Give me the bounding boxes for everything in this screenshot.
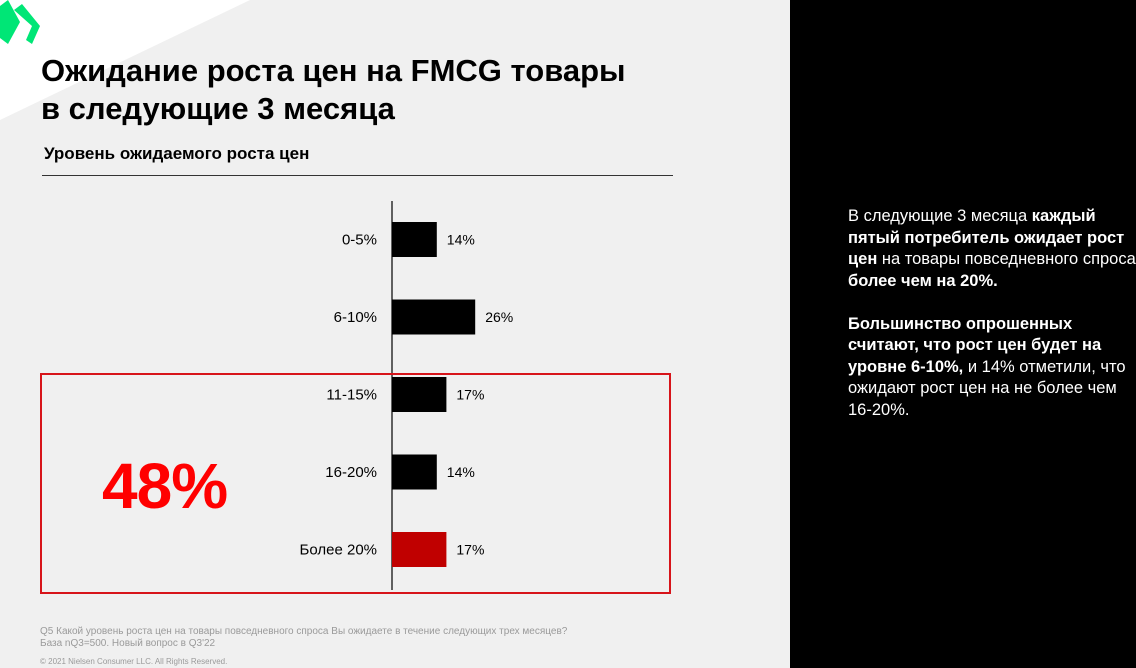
- insight-p1-segment: более чем на 20%.: [848, 271, 998, 290]
- bar-2: [392, 299, 476, 335]
- nielsen-chevron-logo-icon: [0, 0, 40, 44]
- insight-p2-segment: Большинство опрошенных считают, что рост…: [848, 314, 1102, 376]
- insight-paragraph-2: Большинство опрошенных считают, что рост…: [848, 314, 1136, 422]
- footnote: Q5 Какой уровень роста цен на товары пов…: [40, 626, 567, 650]
- page-title-line-1: Ожидание роста цен на FMCG товары: [41, 53, 626, 88]
- insight-p2-segment: и 14% отметили, что ожидают рост цен на …: [848, 357, 1126, 419]
- value-label-2: 26%: [485, 309, 513, 325]
- value-label-1: 14%: [447, 232, 475, 248]
- highlight-total: 48%: [102, 450, 228, 522]
- insight-paragraph-1: В следующие 3 месяца каждый пятый потреб…: [848, 206, 1136, 292]
- insight-text: В следующие 3 месяца каждый пятый потреб…: [848, 206, 1136, 443]
- bar-5: [392, 532, 447, 567]
- bar-1: [392, 222, 437, 257]
- insight-p1-segment: на товары повседневного спроса: [877, 250, 1136, 268]
- bar-3: [392, 377, 447, 412]
- page-title: Ожидание роста цен на FMCG товары в след…: [41, 52, 741, 128]
- insight-panel: В следующие 3 месяца каждый пятый потреб…: [790, 0, 1136, 668]
- category-label-4: 16-20%: [325, 464, 377, 481]
- footnote-base: База nQ3=500. Новый вопрос в Q3'22: [40, 638, 216, 649]
- insight-p1-segment: каждый пятый потребитель ожидает рост це…: [848, 207, 1125, 268]
- category-label-3: 11-15%: [326, 387, 377, 404]
- bar-chart: 0-5% 14% 6-10% 26% 11-15% 17% 16-20% 14% Более 2…: [300, 201, 513, 590]
- value-label-4: 14%: [447, 464, 475, 480]
- value-label-3: 17%: [456, 387, 484, 403]
- value-label-5: 17%: [456, 542, 484, 558]
- highlight-box: [40, 373, 671, 594]
- chart-title: Уровень ожидаемого роста цен: [44, 144, 310, 163]
- category-label-5: Более 20%: [300, 542, 377, 559]
- copyright: © 2021 Nielsen Consumer LLC. All Rights …: [40, 657, 228, 666]
- category-label-2: 6-10%: [334, 309, 377, 326]
- footnote-question: Q5 Какой уровень роста цен на товары пов…: [40, 626, 568, 637]
- category-label-1: 0-5%: [342, 232, 377, 249]
- chart-title-divider: [42, 175, 673, 176]
- bar-4: [392, 454, 437, 490]
- page-title-line-2: в следующие 3 месяца: [41, 91, 395, 126]
- insight-p1-segment: В следующие 3 месяца: [848, 207, 1032, 225]
